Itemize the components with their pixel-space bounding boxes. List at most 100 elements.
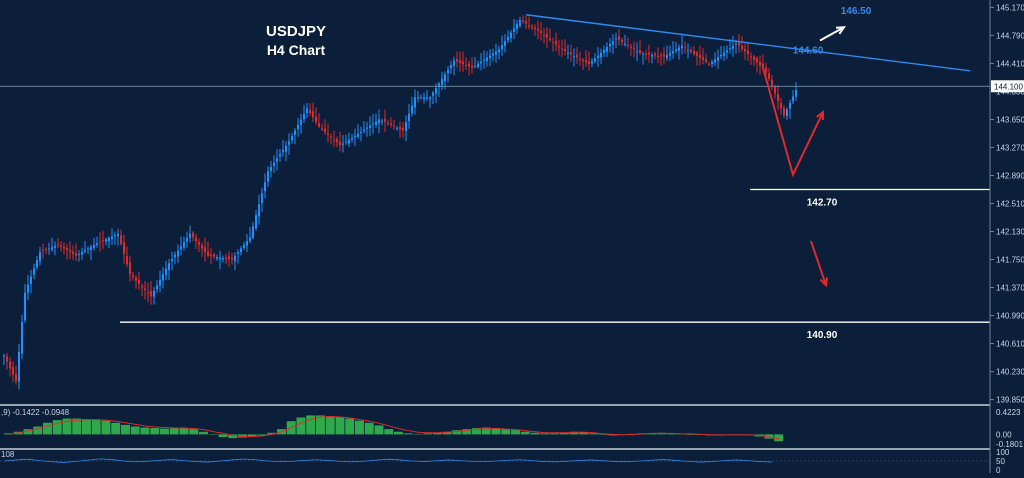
y-tick-label: 141.750	[996, 256, 1024, 265]
candle-body	[345, 141, 347, 143]
candle-body	[495, 51, 497, 55]
candle-body	[375, 121, 377, 125]
candle-body	[597, 55, 599, 59]
target-label: 144.60	[793, 45, 824, 56]
candle-body	[663, 54, 665, 57]
candle-body	[708, 63, 710, 65]
candle-body	[240, 248, 242, 253]
candle-body	[360, 131, 362, 133]
macd-tick-label: -0.1801	[996, 440, 1024, 449]
candle-body	[132, 275, 134, 278]
candle-body	[138, 279, 140, 284]
candle-body	[327, 133, 329, 135]
candle-body	[522, 20, 524, 22]
macd-bar	[355, 420, 364, 435]
candle-body	[90, 246, 92, 250]
candle-body	[672, 51, 674, 54]
candle-body	[531, 26, 533, 28]
candle-body	[429, 97, 431, 100]
candle-body	[420, 97, 422, 99]
current-price-tag	[991, 80, 1024, 93]
oscillator-params-label: 108	[1, 450, 15, 459]
candle-body	[609, 44, 611, 47]
candle-body	[294, 130, 296, 135]
candle-body	[612, 41, 614, 45]
candle-body	[66, 247, 68, 251]
candle-body	[54, 245, 56, 248]
candle-body	[297, 124, 299, 130]
candle-body	[189, 233, 191, 238]
candle-body	[33, 268, 35, 275]
candle-body	[777, 93, 779, 101]
candle-body	[540, 30, 542, 34]
candle-body	[351, 137, 353, 140]
candle-body	[795, 89, 797, 97]
candle-body	[570, 52, 572, 55]
candle-body	[441, 78, 443, 85]
candle-body	[114, 235, 116, 237]
candle-body	[186, 237, 188, 242]
candle-body	[312, 111, 314, 118]
candle-body	[273, 162, 275, 166]
chart-title-timeframe: H4 Chart	[267, 42, 326, 58]
macd-bar	[481, 427, 491, 435]
macd-bar	[511, 430, 520, 435]
candle-body	[75, 253, 77, 256]
candle-body	[174, 254, 176, 258]
candle-body	[30, 276, 32, 284]
candle-body	[372, 123, 374, 125]
candle-body	[510, 32, 512, 39]
candle-body	[567, 52, 569, 54]
candle-body	[474, 65, 476, 67]
candle-body	[486, 57, 488, 61]
candle-body	[741, 45, 743, 49]
candle-body	[228, 256, 230, 260]
macd-bar	[491, 428, 501, 435]
candle-body	[183, 242, 185, 248]
candle-body	[255, 215, 257, 229]
candle-body	[603, 49, 605, 54]
macd-bar	[540, 433, 550, 435]
macd-bar	[306, 415, 316, 435]
macd-bar	[462, 429, 472, 435]
candle-body	[201, 245, 203, 249]
projection-arrow	[810, 240, 827, 286]
candle-body	[213, 254, 215, 257]
candle-body	[324, 128, 326, 133]
candle-body	[3, 355, 5, 357]
candle-body	[675, 49, 677, 52]
candle-body	[585, 60, 587, 63]
macd-bar	[62, 418, 72, 435]
candle-body	[450, 65, 452, 69]
candle-body	[237, 252, 239, 254]
candle-body	[129, 262, 131, 275]
candle-body	[591, 61, 593, 64]
candle-body	[642, 53, 644, 55]
candle-body	[159, 279, 161, 286]
oscillator-tick-label: 100	[996, 448, 1010, 457]
candle-body	[657, 55, 659, 57]
candle-body	[546, 33, 548, 38]
macd-bar	[394, 431, 403, 435]
candle-body	[354, 135, 356, 138]
macd-bar	[267, 432, 277, 435]
candle-body	[219, 257, 221, 260]
candle-body	[45, 249, 47, 251]
candle-body	[390, 123, 392, 125]
candle-body	[234, 255, 236, 262]
candle-body	[432, 92, 434, 96]
candle-body	[231, 257, 233, 260]
candle-body	[282, 149, 284, 153]
candle-body	[789, 102, 791, 109]
candle-body	[168, 263, 170, 271]
candle-body	[732, 45, 734, 49]
candle-body	[417, 97, 419, 99]
candle-body	[633, 48, 635, 50]
target-label: 146.50	[841, 6, 872, 17]
candle-body	[477, 63, 479, 67]
candle-body	[747, 50, 749, 55]
candle-body	[504, 40, 506, 46]
candle-body	[744, 48, 746, 52]
macd-bar	[384, 429, 394, 435]
candle-body	[42, 250, 44, 252]
